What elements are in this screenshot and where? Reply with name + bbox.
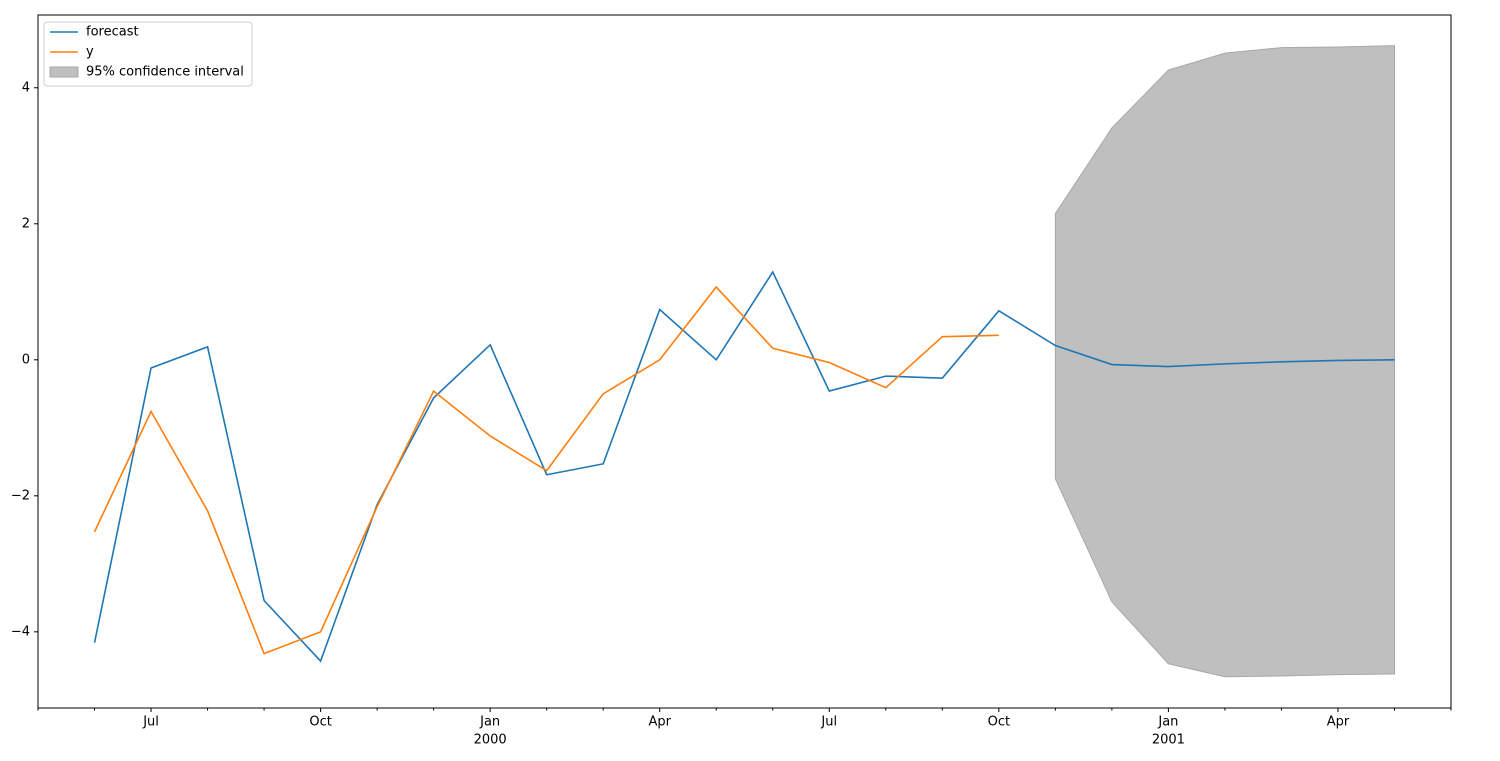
legend-box	[43, 21, 253, 87]
axes-frame	[37, 14, 1452, 709]
legend: forecast y 95% confidence interval	[43, 21, 253, 87]
x-tick-label: Jan	[1157, 715, 1178, 730]
x-tick-label: 2000	[474, 733, 507, 748]
y-tick-label: 2	[22, 216, 30, 231]
legend-label: 95% confidence interval	[86, 65, 244, 80]
y-tick-label: −4	[11, 624, 30, 639]
y-tick-label: −2	[11, 488, 30, 503]
legend-label: forecast	[86, 25, 139, 40]
x-tick-label: Oct	[988, 715, 1010, 730]
x-tick-label: Jan	[479, 715, 500, 730]
legend-swatch	[49, 66, 79, 78]
y-tick-label: 4	[22, 80, 30, 95]
series-line	[93, 285, 999, 655]
plot-area	[93, 45, 1395, 678]
x-tick-label: Jul	[820, 715, 837, 730]
confidence-band	[1054, 45, 1395, 678]
x-tick-label: Oct	[309, 715, 331, 730]
x-tick-label: Apr	[648, 715, 671, 730]
x-tick-label: Apr	[1327, 715, 1350, 730]
x-tick-label: 2001	[1152, 733, 1185, 748]
legend-label: y	[86, 45, 94, 60]
series-line	[93, 270, 1395, 663]
x-tick-label: Jul	[142, 715, 159, 730]
y-tick-label: 0	[22, 352, 30, 367]
